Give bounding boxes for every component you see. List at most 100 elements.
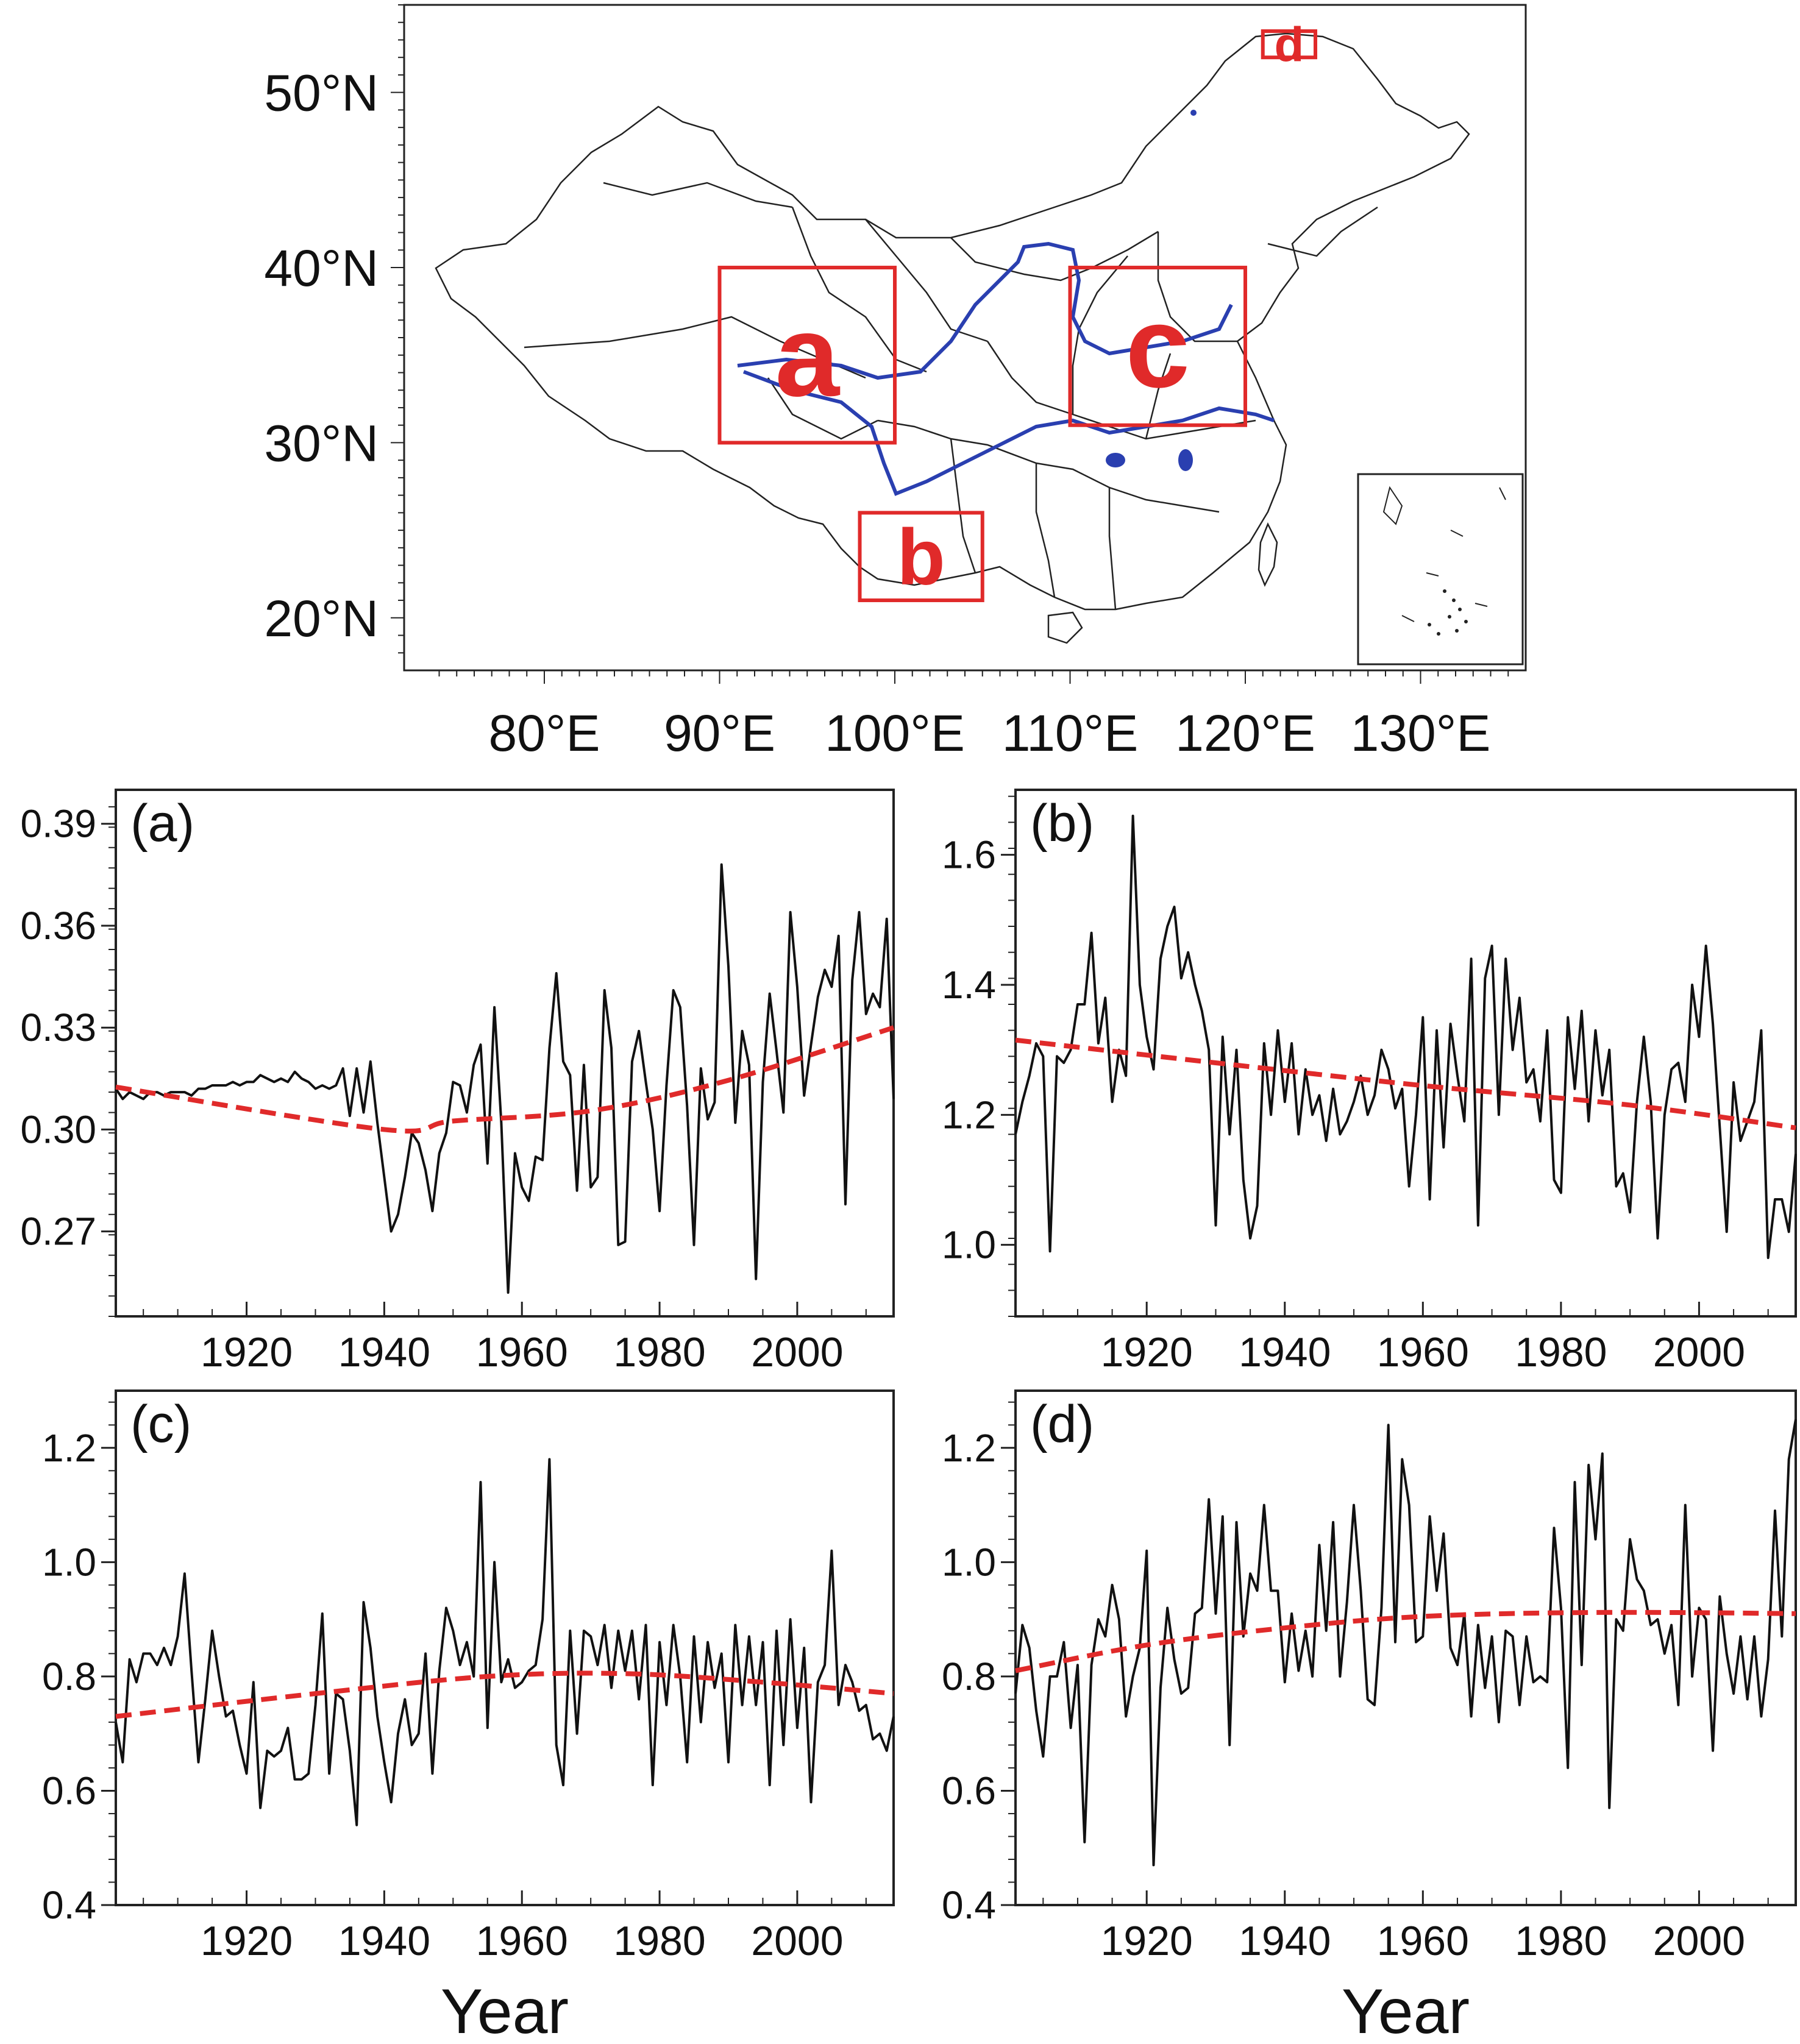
- x-tick-label: 2000: [1653, 1329, 1745, 1375]
- lon-tick-label: 130°E: [1351, 704, 1491, 762]
- island-dot: [1458, 608, 1462, 611]
- x-axis-title: Year: [1342, 1976, 1470, 2044]
- x-tick-label: 1920: [201, 1918, 293, 1964]
- lon-tick-label: 90°E: [664, 704, 775, 762]
- y-tick-label: 0.6: [42, 1769, 96, 1812]
- region-box-a: [717, 266, 897, 445]
- lat-tick-label: 40°N: [264, 240, 379, 297]
- inset-coast: [1382, 486, 1506, 622]
- panel-label: (d): [1030, 1395, 1094, 1453]
- lat-tick-label: 20°N: [264, 590, 379, 647]
- plot-frame: [1014, 1389, 1797, 1906]
- panel-label: (c): [130, 1395, 191, 1453]
- y-tick-label: 0.4: [42, 1883, 96, 1927]
- lat-tick-label: 30°N: [264, 414, 379, 472]
- panel-label: (b): [1030, 794, 1094, 853]
- y-tick-label: 0.8: [942, 1655, 996, 1698]
- data-series-line: [1014, 814, 1797, 1259]
- trend-line: [115, 1670, 894, 1719]
- x-tick-label: 1920: [1101, 1329, 1193, 1375]
- region-label-b: b: [897, 513, 945, 601]
- lon-tick-label: 100°E: [825, 704, 965, 762]
- island-dot: [1437, 632, 1440, 636]
- lake-dongting: [1106, 453, 1125, 467]
- x-tick-label: 1960: [476, 1329, 568, 1375]
- inset-islands: [1428, 589, 1468, 636]
- panel-d: 0.4 0.6 0.8 1.0 1.2 1920 1940 1960 1980 2000 (d) Ye…: [942, 1389, 1797, 2044]
- y-tick-label: 0.8: [42, 1655, 96, 1698]
- x-tick-label: 1980: [1515, 1918, 1607, 1964]
- map-axes: 50°N 40°N 30°N 20°N 80°E 90°E 100°E 110°E 120°E 1…: [264, 4, 1509, 762]
- country-outline: [435, 32, 1470, 611]
- data-series-line: [1014, 1419, 1797, 1867]
- south-china-sea-inset: [1357, 473, 1524, 665]
- trend-line: [115, 1025, 895, 1134]
- y-tick-label: 0.33: [20, 1006, 96, 1049]
- yangtze-river: [742, 370, 1275, 496]
- y-tick-label: 1.4: [942, 963, 996, 1007]
- region-box-d: [1261, 29, 1317, 60]
- rivers: [737, 241, 1275, 496]
- y-tick-label: 0.6: [942, 1769, 996, 1812]
- lakes: [1106, 110, 1197, 471]
- hainan-outline: [1047, 611, 1083, 644]
- island-dot: [1452, 598, 1456, 602]
- y-tick-label: 1.0: [942, 1223, 996, 1267]
- data-series-line: [115, 1458, 895, 1826]
- y-tick-label: 0.39: [20, 802, 96, 846]
- x-tick-label: 1980: [613, 1329, 705, 1375]
- y-tick-label: 1.2: [942, 1426, 996, 1470]
- map-frame: [403, 4, 1527, 672]
- inset-frame: [1357, 473, 1524, 665]
- x-tick-label: 1940: [1239, 1329, 1331, 1375]
- lat-tick-label: 50°N: [264, 65, 379, 122]
- island-dot: [1428, 623, 1431, 626]
- x-tick-label: 1920: [201, 1329, 293, 1375]
- lon-tick-label: 110°E: [1002, 704, 1139, 762]
- x-tick-label: 1940: [338, 1329, 430, 1375]
- x-axis-title: Year: [441, 1976, 569, 2044]
- panel-b: 1.0 1.2 1.4 1.6 1920 1940 1960 1980 2000 (b): [942, 789, 1797, 1375]
- y-tick-label: 1.6: [942, 833, 996, 877]
- region-box-b: [858, 511, 984, 603]
- lake-hulun: [1190, 110, 1197, 116]
- region-label-a: a: [775, 291, 840, 421]
- yellow-river: [737, 241, 1233, 380]
- x-tick-label: 1940: [338, 1918, 430, 1964]
- x-tick-label: 1960: [1377, 1329, 1469, 1375]
- x-tick-label: 2000: [1653, 1918, 1745, 1964]
- lon-tick-label: 80°E: [488, 704, 600, 762]
- lon-tick-label: 120°E: [1175, 704, 1315, 762]
- y-tick-label: 1.0: [42, 1540, 96, 1584]
- x-tick-label: 1920: [1101, 1918, 1193, 1964]
- trend-line: [1015, 1037, 1796, 1130]
- region-label-d: d: [1274, 18, 1304, 72]
- x-tick-label: 1980: [613, 1918, 705, 1964]
- island-dot: [1443, 589, 1446, 593]
- y-tick-label: 0.36: [20, 904, 96, 948]
- x-tick-label: 1980: [1515, 1329, 1607, 1375]
- y-tick-label: 1.2: [42, 1426, 96, 1470]
- island-dot: [1464, 620, 1468, 623]
- panel-a: 0.27 0.30 0.33 0.36 0.39 1920 1940 1960 1980 2000…: [20, 789, 895, 1375]
- x-tick-label: 2000: [751, 1918, 843, 1964]
- x-tick-label: 2000: [751, 1329, 843, 1375]
- region-box-c: [1068, 266, 1247, 427]
- island-dot: [1455, 629, 1459, 633]
- panel-label: (a): [130, 794, 194, 853]
- panel-c: 0.4 0.6 0.8 1.0 1.2 1920 1940 1960 1980 2000 (c) Ye…: [42, 1389, 895, 2044]
- trend-line: [1015, 1609, 1796, 1673]
- island-dot: [1448, 615, 1451, 619]
- x-tick-label: 1940: [1239, 1918, 1331, 1964]
- y-tick-label: 1.0: [942, 1540, 996, 1584]
- region-label-c: c: [1125, 283, 1190, 412]
- y-tick-label: 0.30: [20, 1107, 96, 1151]
- map-panel: 50°N 40°N 30°N 20°N 80°E 90°E 100°E 110°E 120°E 1…: [264, 4, 1527, 762]
- taiwan-outline: [1258, 522, 1278, 587]
- x-tick-label: 1960: [1377, 1918, 1469, 1964]
- study-regions: a b c d: [717, 18, 1317, 603]
- y-tick-label: 0.4: [942, 1883, 996, 1927]
- lake-poyang: [1178, 449, 1193, 471]
- x-tick-label: 1960: [476, 1918, 568, 1964]
